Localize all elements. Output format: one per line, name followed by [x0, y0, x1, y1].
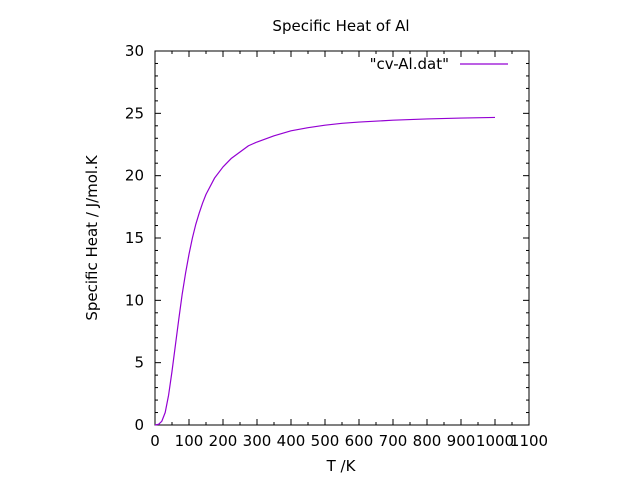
y-tick-label: 30: [125, 42, 144, 60]
x-tick-label: 1000: [476, 432, 514, 450]
y-tick-label: 25: [125, 104, 144, 122]
legend: "cv-Al.dat": [370, 55, 508, 73]
x-tick-label: 300: [243, 432, 272, 450]
legend-label: "cv-Al.dat": [370, 55, 449, 73]
plot-frame: [154, 50, 530, 426]
y-tick-label: 20: [125, 167, 144, 185]
series-layer: [154, 116, 496, 426]
x-tick-label: 500: [311, 432, 340, 450]
series-line: [154, 116, 496, 426]
x-tick-label: 900: [447, 432, 476, 450]
x-tick-label: 600: [345, 432, 374, 450]
y-tick-label: 10: [125, 291, 144, 309]
y-tick-label: 0: [134, 416, 144, 434]
x-tick-label: 400: [277, 432, 306, 450]
chart-title: Specific Heat of Al: [272, 17, 409, 35]
x-tick-label: 0: [150, 432, 160, 450]
y-tick-label: 15: [125, 229, 144, 247]
y-axis: 0 5 10 15 20 25 30: [125, 42, 529, 434]
y-axis-label: Specific Heat / J/mol.K: [83, 154, 101, 321]
x-axis-label: T /K: [326, 457, 357, 475]
x-tick-label: 1100: [510, 432, 548, 450]
x-tick-label: 800: [413, 432, 442, 450]
x-tick-label: 700: [379, 432, 408, 450]
y-tick-label: 5: [134, 354, 144, 372]
x-tick-label: 200: [209, 432, 238, 450]
x-tick-label: 100: [175, 432, 204, 450]
